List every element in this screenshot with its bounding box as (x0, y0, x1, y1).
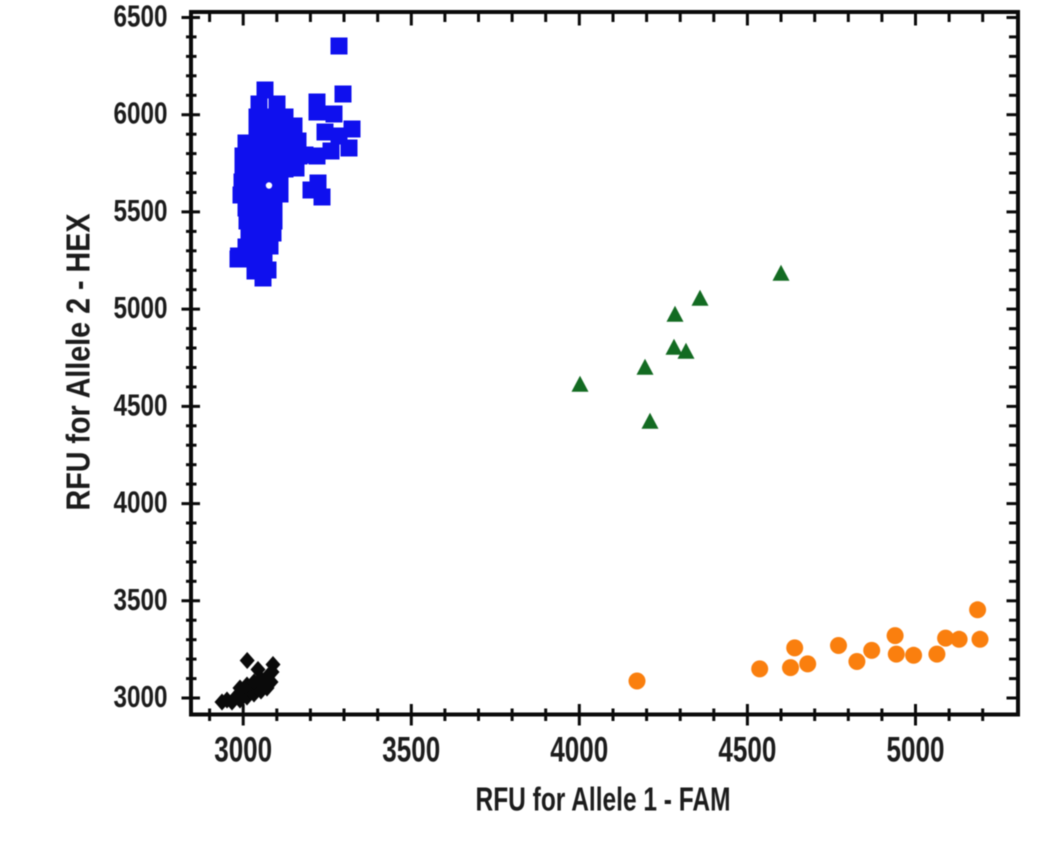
svg-text:6000: 6000 (114, 96, 168, 131)
svg-text:5000: 5000 (887, 731, 945, 770)
svg-text:RFU for Allele 1 - FAM: RFU for Allele 1 - FAM (476, 781, 731, 818)
svg-text:6500: 6500 (114, 0, 168, 34)
svg-text:3000: 3000 (114, 679, 168, 714)
svg-text:4000: 4000 (114, 485, 168, 520)
svg-text:5500: 5500 (114, 193, 168, 228)
svg-text:4500: 4500 (718, 731, 776, 770)
svg-text:5000: 5000 (114, 290, 168, 325)
svg-text:3000: 3000 (214, 731, 272, 770)
svg-text:3500: 3500 (114, 582, 168, 617)
svg-text:4000: 4000 (550, 731, 608, 770)
svg-text:3500: 3500 (382, 731, 440, 770)
svg-text:RFU for Allele 2 - HEX: RFU for Allele 2 - HEX (60, 214, 97, 511)
svg-text:4500: 4500 (114, 387, 168, 422)
